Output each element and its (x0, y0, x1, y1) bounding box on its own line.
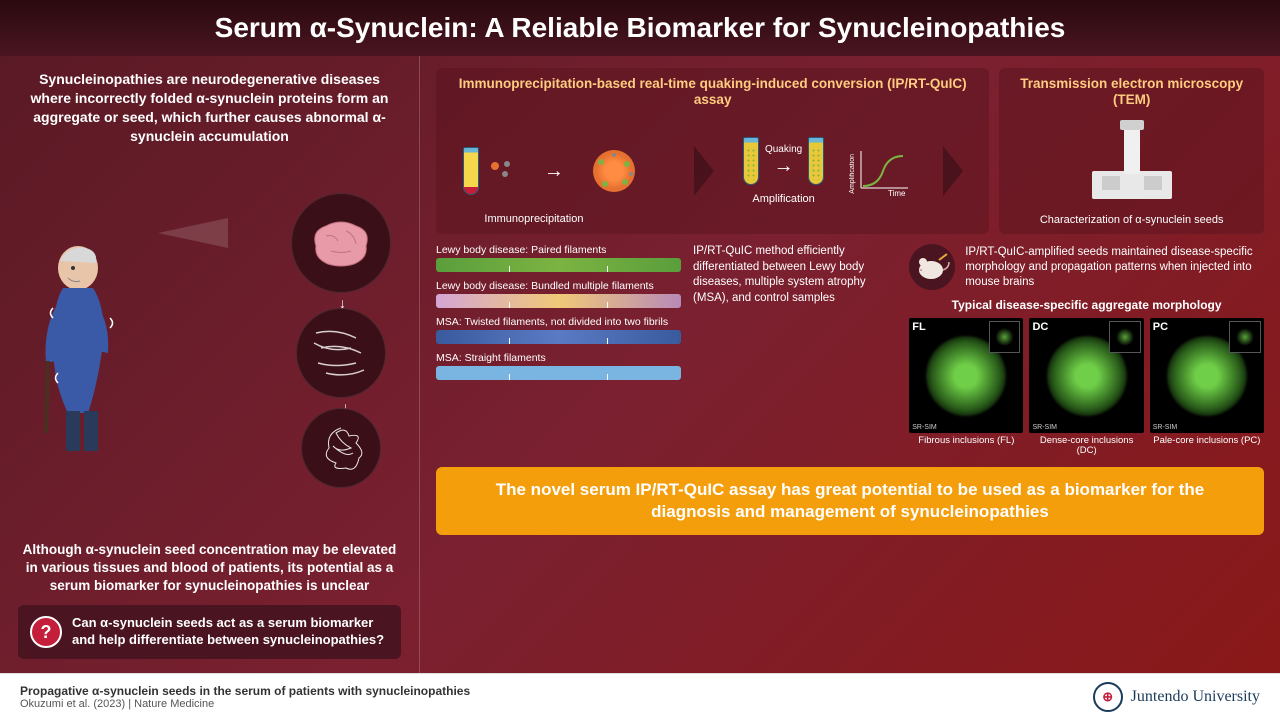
big-arrow-icon (943, 146, 963, 196)
paper-title: Propagative α-synuclein seeds in the ser… (20, 684, 470, 698)
main-title: Serum α-Synuclein: A Reliable Biomarker … (0, 0, 1280, 56)
beam-icon (158, 213, 238, 253)
mouse-text: IP/RT-QuIC-amplified seeds maintained di… (965, 245, 1264, 290)
morphology-caption: Pale-core inclusions (PC) (1150, 436, 1264, 446)
fibril-icon (296, 308, 386, 398)
tem-title: Transmission electron microscopy (TEM) (1011, 76, 1252, 108)
filament-bar (436, 294, 681, 308)
arrow-right-icon: → (544, 160, 564, 183)
question-text: Can α-synuclein seeds act as a serum bio… (72, 615, 389, 649)
arrow-right-icon: → (774, 155, 794, 178)
morphology-title: Typical disease-specific aggregate morph… (909, 298, 1264, 312)
filament-label: Lewy body disease: Paired filaments (436, 244, 681, 256)
patient-diagram: ↓ ↓ (18, 154, 401, 533)
university-logo-icon: ⊕ (1093, 682, 1123, 712)
filament-label: MSA: Twisted filaments, not divided into… (436, 316, 681, 328)
morphology-image: SR-SIM (1150, 318, 1264, 432)
filament-item: Lewy body disease: Paired filaments (436, 244, 681, 272)
morphology-image: SR-SIM (1029, 318, 1143, 432)
filament-item: MSA: Straight filaments (436, 352, 681, 380)
tem-machine-icon (1082, 116, 1182, 206)
morphology-caption: Fibrous inclusions (FL) (909, 436, 1023, 446)
tem-panel: Transmission electron microscopy (TEM) C… (999, 68, 1264, 234)
mouse-icon (909, 244, 955, 290)
assay-title: Immunoprecipitation-based real-time quak… (448, 76, 977, 108)
assay-panel: Immunoprecipitation-based real-time quak… (436, 68, 989, 234)
footer: Propagative α-synuclein seeds in the ser… (0, 673, 1280, 720)
filament-item: Lewy body disease: Bundled multiple fila… (436, 280, 681, 308)
filament-label: Lewy body disease: Bundled multiple fila… (436, 280, 681, 292)
method-text: IP/RT-QuIC method efficiently differenti… (693, 244, 897, 456)
intro-text: Synucleinopathies are neurodegenerative … (18, 70, 401, 146)
conclusion-box: The novel serum IP/RT-QuIC assay has gre… (436, 467, 1264, 535)
immunoprecipitation-label: Immunoprecipitation (484, 213, 583, 225)
filament-item: MSA: Twisted filaments, not divided into… (436, 316, 681, 344)
morphology-caption: Dense-core inclusions (DC) (1029, 436, 1143, 457)
left-column: Synucleinopathies are neurodegenerative … (0, 56, 420, 673)
quaking-label: Quaking (765, 144, 802, 155)
tem-caption: Characterization of α-synuclein seeds (1011, 214, 1252, 226)
morphology-image: SR-SIM (909, 318, 1023, 432)
morphology-item: SR-SIM Pale-core inclusions (PC) (1150, 318, 1264, 456)
brain-icon (291, 193, 391, 293)
filament-label: MSA: Straight filaments (436, 352, 681, 364)
filament-bar (436, 330, 681, 344)
tube-icon (463, 147, 479, 195)
tube-icon (808, 137, 824, 185)
seed-aggregate-icon (593, 150, 635, 192)
big-arrow-icon (694, 146, 714, 196)
question-box: ? Can α-synuclein seeds act as a serum b… (18, 605, 401, 659)
filament-panel: Lewy body disease: Paired filaments Lewy … (436, 244, 897, 456)
mid-text: Although α-synuclein seed concentration … (18, 541, 401, 596)
amplification-label: Amplification (743, 193, 824, 205)
citation: Okuzumi et al. (2023) | Nature Medicine (20, 698, 470, 710)
tube-icon (743, 137, 759, 185)
elderly-person-icon (18, 233, 178, 453)
amplification-chart: Amplification Time (853, 146, 913, 196)
chart-y-label: Amplification (849, 154, 856, 194)
morphology-item: SR-SIM Fibrous inclusions (FL) (909, 318, 1023, 456)
filament-bar (436, 366, 681, 380)
morphology-item: SR-SIM Dense-core inclusions (DC) (1029, 318, 1143, 456)
chart-x-label: Time (888, 189, 905, 198)
tangle-icon (301, 408, 381, 488)
question-icon: ? (30, 616, 62, 648)
filament-bar (436, 258, 681, 272)
right-column: Immunoprecipitation-based real-time quak… (420, 56, 1280, 673)
university-name: Juntendo University (1131, 688, 1260, 706)
particles-icon (485, 156, 515, 186)
mouse-panel: IP/RT-QuIC-amplified seeds maintained di… (909, 244, 1264, 456)
